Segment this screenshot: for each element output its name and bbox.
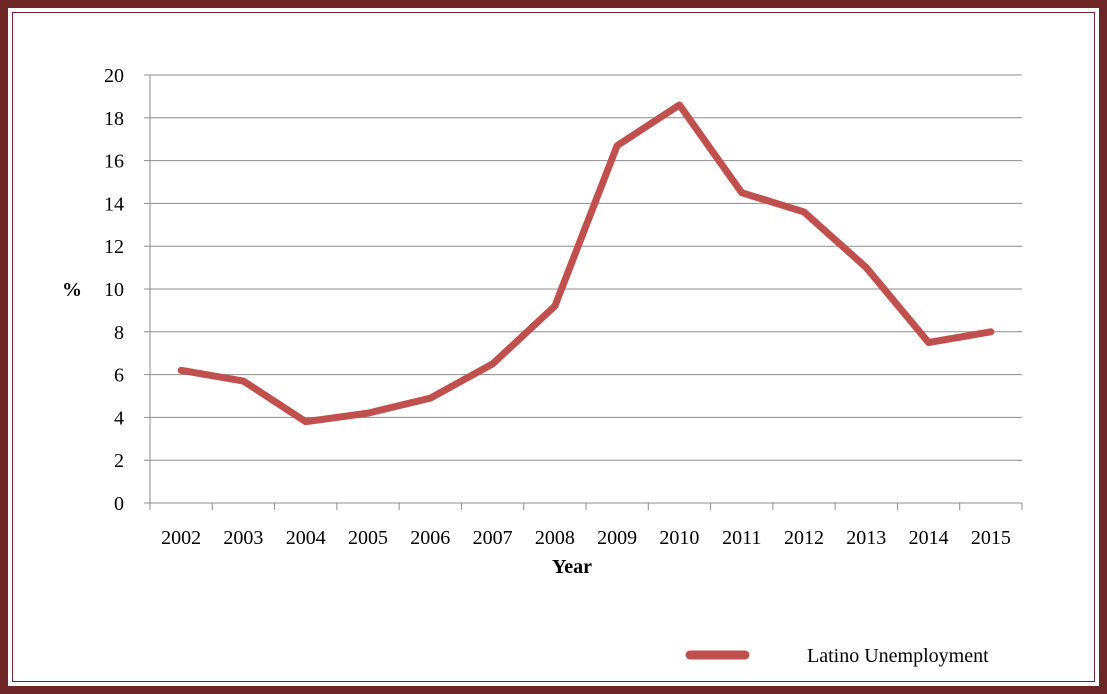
x-tick-label: 2008 — [535, 527, 575, 549]
y-tick-label: 20 — [104, 65, 124, 87]
chart-inner-frame — [12, 12, 1095, 682]
x-tick-label: 2013 — [846, 527, 886, 549]
x-tick-label: 2012 — [784, 527, 824, 549]
y-tick-label: 6 — [114, 365, 124, 387]
x-tick-label: 2015 — [971, 527, 1011, 549]
x-tick-label: 2004 — [286, 527, 326, 549]
x-tick-label: 2002 — [161, 527, 201, 549]
x-tick-label: 2005 — [348, 527, 388, 549]
y-tick-label: 10 — [104, 279, 124, 301]
x-tick-label: 2003 — [223, 527, 263, 549]
y-axis-title: % — [62, 279, 82, 301]
gridlines — [150, 74, 1022, 461]
x-tick-label: 2006 — [410, 527, 450, 549]
x-tick-label: 2009 — [597, 527, 637, 549]
y-tick-label: 18 — [104, 108, 124, 130]
legend: Latino Unemployment — [685, 645, 989, 667]
y-tick-label: 8 — [114, 322, 124, 344]
series-group — [177, 101, 995, 426]
y-tick-label: 2 — [114, 450, 124, 472]
x-tick-labels: 2002 2003 2004 2005 2006 2007 2008 2009 2010 2011… — [161, 527, 1011, 549]
y-tick-label: 16 — [104, 151, 124, 173]
y-tick-label: 14 — [104, 193, 124, 215]
x-tick-label: 2007 — [473, 527, 513, 549]
y-tick-label: 12 — [104, 236, 124, 258]
axes — [144, 74, 1023, 510]
legend-label: Latino Unemployment — [807, 645, 989, 667]
y-tick-label: 4 — [114, 407, 124, 429]
x-tick-label: 2010 — [659, 527, 699, 549]
y-tick-label: 0 — [114, 493, 124, 515]
y-tick-labels: 0 2 4 6 8 10 12 14 16 18 20 — [104, 65, 124, 515]
x-tick-label: 2014 — [909, 527, 949, 549]
series-line — [177, 101, 995, 426]
x-axis-title: Year — [552, 556, 592, 578]
x-tick-label: 2011 — [722, 527, 761, 549]
